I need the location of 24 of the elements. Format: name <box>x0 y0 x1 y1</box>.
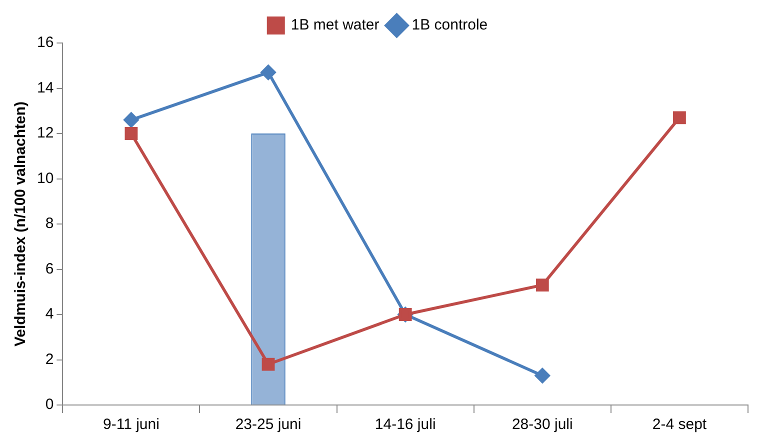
x-tick-label: 14-16 juli <box>374 416 436 434</box>
y-tick-label: 0 <box>45 396 54 414</box>
y-tick-label: 4 <box>45 306 54 323</box>
y-tick-label: 2 <box>45 350 54 368</box>
y-axis-title: Veldmuis-index (n/100 valnachten) <box>12 101 30 347</box>
y-tick-label: 8 <box>45 215 54 232</box>
x-tick-label: 2-4 sept <box>652 416 708 434</box>
x-tick-label: 28-30 juli <box>512 416 573 434</box>
x-tick-label: 23-25 juni <box>235 416 302 434</box>
point <box>534 368 550 384</box>
point <box>124 112 139 128</box>
x-tick-label: 9-11 juni <box>102 416 160 434</box>
point <box>536 278 549 292</box>
point <box>262 358 275 371</box>
point <box>673 111 686 124</box>
y-tick-label: 12 <box>36 124 54 142</box>
y-tick-label: 16 <box>36 34 54 52</box>
y-tick-label: 14 <box>36 79 54 96</box>
point <box>124 127 138 140</box>
legend-label: 1B controle <box>412 16 488 34</box>
y-tick-label: 6 <box>45 260 54 278</box>
point <box>260 64 276 80</box>
legend-label: 1B met water <box>290 16 380 34</box>
y-tick-label: 10 <box>36 170 54 187</box>
